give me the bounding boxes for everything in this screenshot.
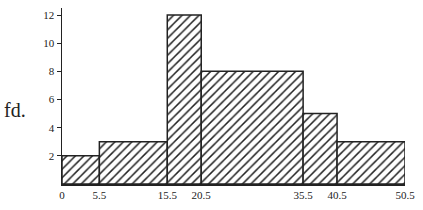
- svg-text:15.5: 15.5: [158, 189, 178, 201]
- svg-text:4: 4: [49, 122, 55, 134]
- svg-text:0: 0: [59, 189, 65, 201]
- svg-text:8: 8: [49, 65, 55, 77]
- svg-text:50.5: 50.5: [395, 189, 415, 201]
- svg-text:5.5: 5.5: [92, 189, 106, 201]
- svg-text:40.5: 40.5: [327, 189, 347, 201]
- svg-text:20.5: 20.5: [192, 189, 212, 201]
- svg-text:2: 2: [49, 150, 55, 162]
- svg-text:35.5: 35.5: [293, 189, 313, 201]
- svg-text:10: 10: [43, 37, 55, 49]
- svg-text:6: 6: [49, 93, 55, 105]
- svg-text:12: 12: [43, 9, 54, 21]
- svg-text:fd.: fd.: [4, 99, 26, 121]
